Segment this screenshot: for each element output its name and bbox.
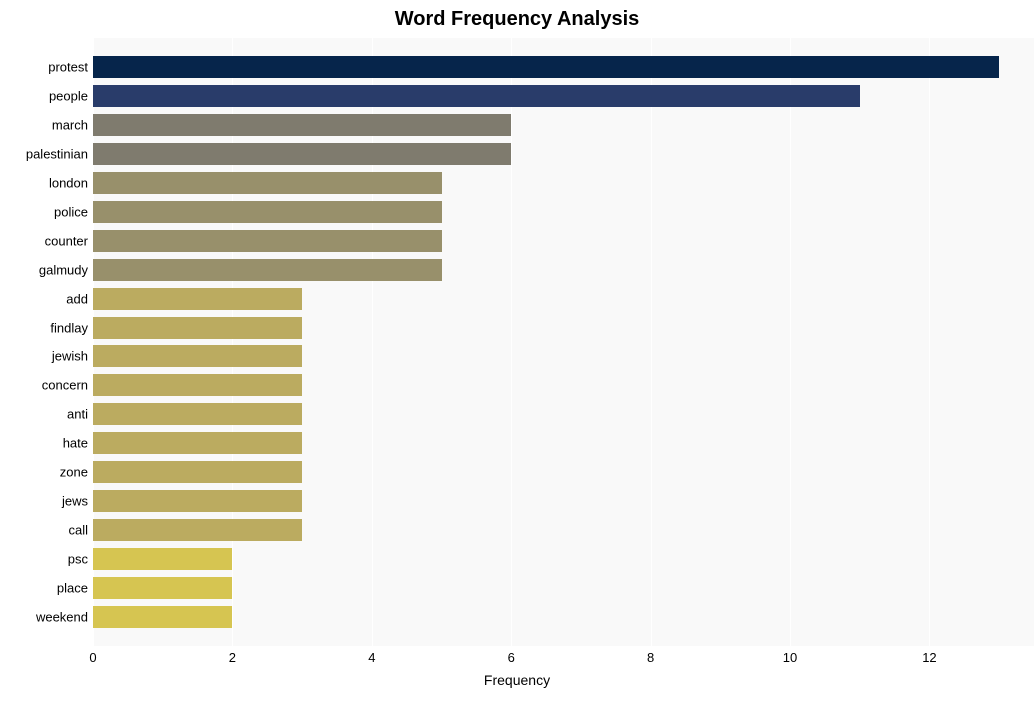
- bar: [93, 403, 302, 425]
- y-tick-label: place: [57, 581, 88, 596]
- bar: [93, 519, 302, 541]
- bar: [93, 345, 302, 367]
- x-axis-title: Frequency: [0, 672, 1034, 688]
- y-tick-label: march: [52, 117, 88, 132]
- y-tick-label: findlay: [50, 320, 88, 335]
- x-tick-label: 8: [647, 650, 654, 665]
- grid-line: [651, 38, 652, 646]
- y-tick-label: anti: [67, 407, 88, 422]
- y-tick-label: jews: [62, 494, 88, 509]
- x-tick-label: 12: [922, 650, 936, 665]
- grid-line: [511, 38, 512, 646]
- bar: [93, 374, 302, 396]
- y-tick-label: galmudy: [39, 262, 88, 277]
- y-tick-label: jewish: [52, 349, 88, 364]
- bar: [93, 490, 302, 512]
- y-tick-label: call: [68, 523, 88, 538]
- x-tick-label: 10: [783, 650, 797, 665]
- y-tick-label: london: [49, 175, 88, 190]
- bar: [93, 606, 232, 628]
- x-tick-label: 6: [508, 650, 515, 665]
- bar: [93, 432, 302, 454]
- x-tick-label: 4: [368, 650, 375, 665]
- y-tick-label: hate: [63, 436, 88, 451]
- bar: [93, 172, 442, 194]
- y-tick-label: people: [49, 88, 88, 103]
- y-tick-label: weekend: [36, 610, 88, 625]
- y-tick-label: psc: [68, 552, 88, 567]
- bar: [93, 56, 999, 78]
- bar: [93, 461, 302, 483]
- y-tick-label: add: [66, 291, 88, 306]
- bar: [93, 230, 442, 252]
- bar: [93, 143, 511, 165]
- bar: [93, 317, 302, 339]
- grid-line: [929, 38, 930, 646]
- bar: [93, 259, 442, 281]
- bar: [93, 201, 442, 223]
- y-tick-label: counter: [45, 233, 88, 248]
- y-tick-label: police: [54, 204, 88, 219]
- chart-container: Word Frequency Analysis Frequency 0 2 4 6 8 1…: [0, 0, 1034, 701]
- bar: [93, 85, 860, 107]
- x-tick-label: 2: [229, 650, 236, 665]
- y-tick-label: palestinian: [26, 146, 88, 161]
- bar: [93, 548, 232, 570]
- grid-line: [790, 38, 791, 646]
- y-tick-label: concern: [42, 378, 88, 393]
- bar: [93, 114, 511, 136]
- bar: [93, 577, 232, 599]
- bar: [93, 288, 302, 310]
- x-tick-label: 0: [89, 650, 96, 665]
- y-tick-label: zone: [60, 465, 88, 480]
- chart-title: Word Frequency Analysis: [0, 8, 1034, 31]
- y-tick-label: protest: [48, 59, 88, 74]
